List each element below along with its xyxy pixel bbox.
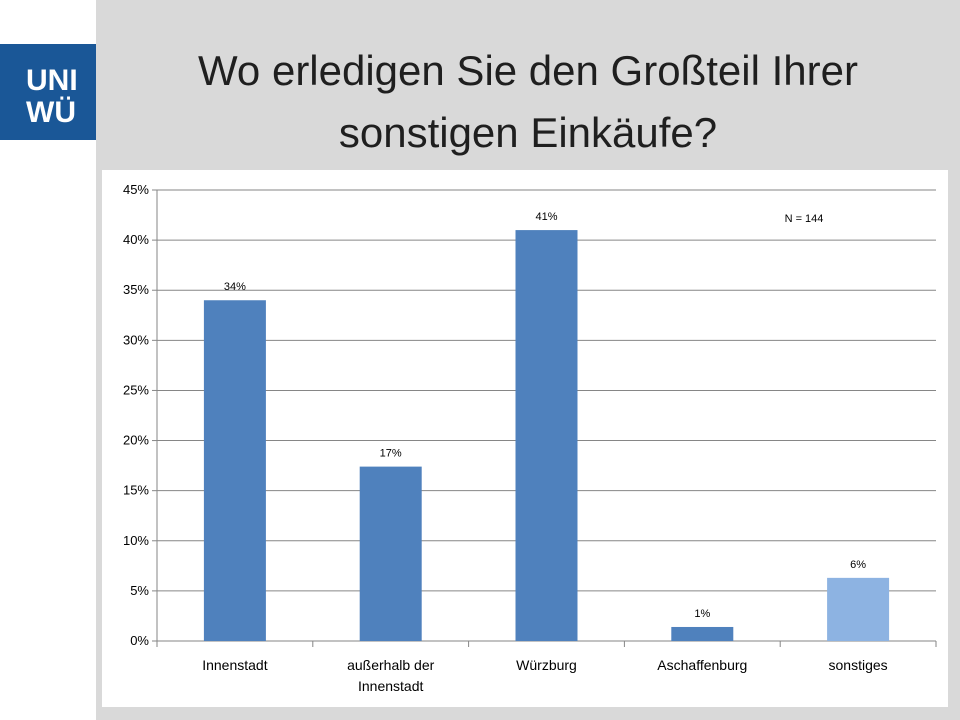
y-tick-label: 40% xyxy=(123,232,149,247)
data-label: 17% xyxy=(380,448,402,460)
data-label: 41% xyxy=(535,211,557,223)
y-tick-label: 30% xyxy=(123,332,149,347)
category-label: Aschaffenburg xyxy=(657,657,747,673)
category-label: Würzburg xyxy=(516,657,577,673)
bar xyxy=(359,466,422,641)
slide-title: Wo erledigen Sie den Großteil Ihrer sons… xyxy=(96,40,960,164)
title-line-2: sonstigen Einkäufe? xyxy=(338,109,718,156)
title-line-1: Wo erledigen Sie den Großteil Ihrer xyxy=(198,47,858,94)
sample-size-note: N = 144 xyxy=(785,213,824,225)
y-tick-label: 10% xyxy=(123,533,149,548)
logo-text-line1: UNI xyxy=(26,64,78,97)
bar xyxy=(671,626,734,641)
y-tick-label: 20% xyxy=(123,433,149,448)
y-tick-label: 0% xyxy=(130,633,149,648)
logo-text-line2: WÜ xyxy=(26,96,76,129)
y-tick-label: 35% xyxy=(123,282,149,297)
data-label: 6% xyxy=(850,559,866,571)
y-tick-label: 45% xyxy=(123,182,149,197)
data-label: 34% xyxy=(224,281,246,293)
bar xyxy=(827,577,890,641)
y-tick-label: 25% xyxy=(123,382,149,397)
category-label: Innenstadt xyxy=(202,657,267,673)
category-label: Innenstadt xyxy=(358,678,423,694)
category-label: außerhalb der xyxy=(347,657,435,673)
bar xyxy=(515,230,578,641)
y-tick-label: 15% xyxy=(123,483,149,498)
category-label: sonstiges xyxy=(829,657,888,673)
chart-area: 0% 5% 10% 15% 20% 25% 30% 35% 40% 45% 34% Innenstad… xyxy=(102,170,948,707)
data-label: 1% xyxy=(694,608,710,620)
university-logo: UNI WÜ xyxy=(0,44,96,140)
y-tick-label: 5% xyxy=(130,583,149,598)
bar-chart: 0% 5% 10% 15% 20% 25% 30% 35% 40% 45% 34% Innenstad… xyxy=(123,182,937,694)
bar xyxy=(203,300,266,641)
